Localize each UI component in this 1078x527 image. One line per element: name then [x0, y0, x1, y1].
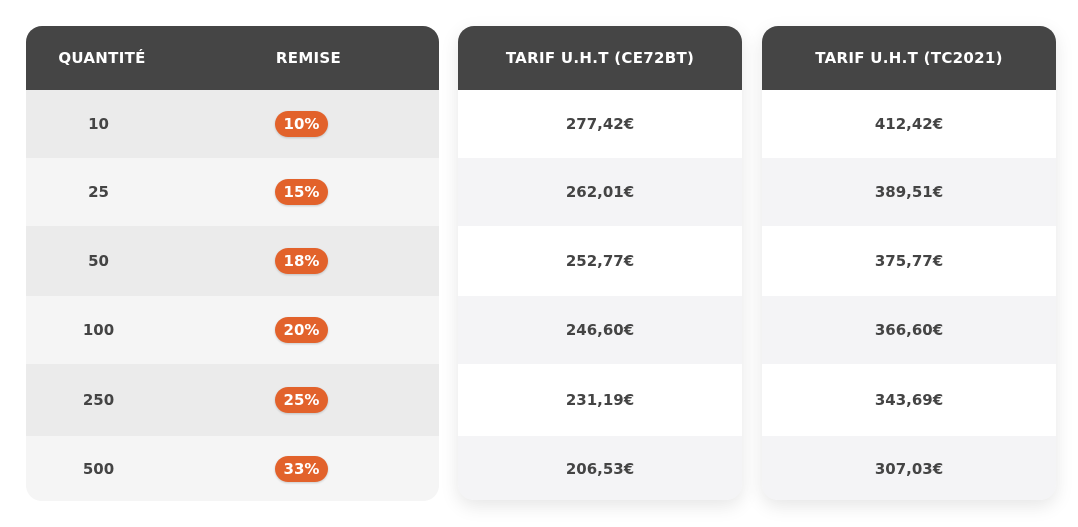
- discount-badge: 10%: [274, 111, 329, 137]
- price-cell: 307,03€: [762, 436, 1056, 500]
- quantity-header: QUANTITÉ: [58, 49, 146, 67]
- price-table-ce72bt: TARIF U.H.T (CE72BT) 277,42€ 262,01€ 252…: [458, 26, 742, 500]
- table-row: 50 18%: [26, 226, 439, 296]
- discount-badge: 15%: [274, 179, 329, 205]
- price-table-tc2021: TARIF U.H.T (TC2021) 412,42€ 389,51€ 375…: [762, 26, 1056, 500]
- price-cell: 231,19€: [458, 364, 742, 436]
- price-header-ce72bt: TARIF U.H.T (CE72BT): [458, 26, 742, 90]
- price-cell: 246,60€: [458, 296, 742, 364]
- discount-badge: 33%: [274, 455, 329, 482]
- quantity-cell: 50: [88, 252, 109, 270]
- quantity-cell: 500: [82, 459, 115, 478]
- price-cell: 343,69€: [762, 364, 1056, 436]
- table-row: 10 10%: [26, 90, 439, 158]
- discount-badge: 25%: [274, 387, 329, 413]
- discount-table-header: QUANTITÉ REMISE: [26, 26, 439, 90]
- table-row: 500 33%: [26, 436, 439, 501]
- price-cell: 375,77€: [762, 226, 1056, 296]
- price-cell: 412,42€: [762, 90, 1056, 158]
- discount-badge: 18%: [274, 248, 329, 274]
- price-cell: 277,42€: [458, 90, 742, 158]
- table-row: 250 25%: [26, 364, 439, 436]
- quantity-cell: 25: [88, 183, 109, 201]
- quantity-cell: 250: [82, 391, 115, 409]
- quantity-cell: 100: [82, 321, 115, 339]
- price-cell: 366,60€: [762, 296, 1056, 364]
- discount-table: QUANTITÉ REMISE 10 10% 25 15% 50 18% 100…: [26, 26, 439, 501]
- price-cell: 262,01€: [458, 158, 742, 226]
- price-cell: 389,51€: [762, 158, 1056, 226]
- table-row: 100 20%: [26, 296, 439, 364]
- quantity-cell: 10: [88, 115, 109, 133]
- table-row: 25 15%: [26, 158, 439, 226]
- discount-header: REMISE: [275, 49, 342, 67]
- price-header-tc2021: TARIF U.H.T (TC2021): [762, 26, 1056, 90]
- price-cell: 252,77€: [458, 226, 742, 296]
- discount-badge: 20%: [274, 317, 329, 343]
- price-cell: 206,53€: [458, 436, 742, 500]
